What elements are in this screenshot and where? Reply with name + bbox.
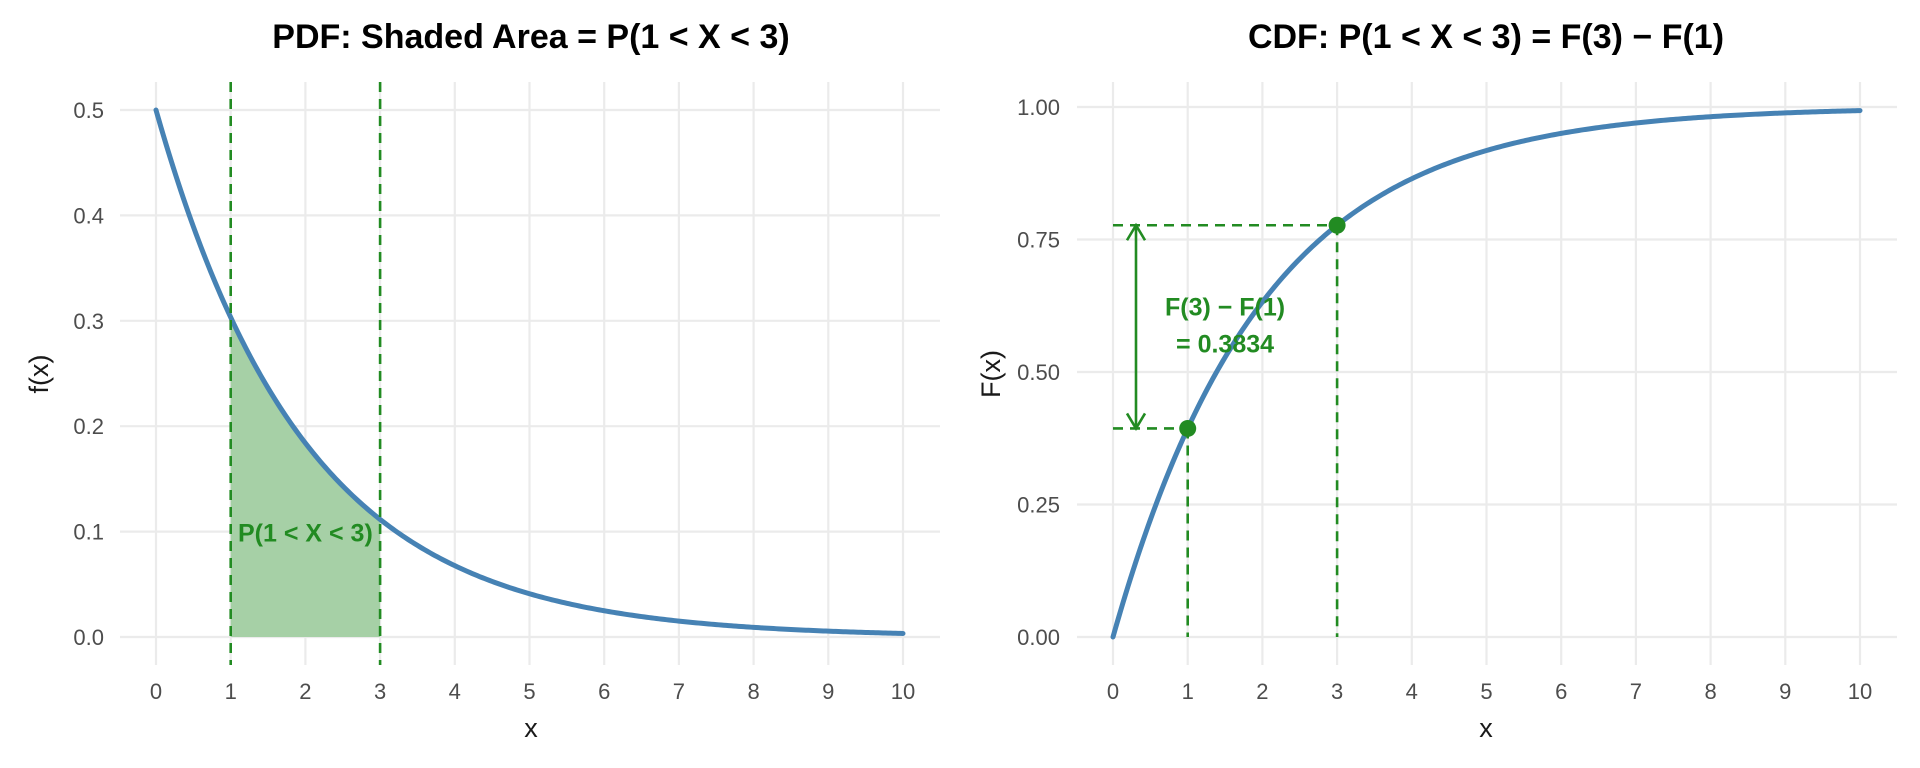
cdf-x-tick-label: 2 — [1256, 679, 1268, 704]
pdf-area-annotation: P(1 < X < 3) — [238, 519, 373, 547]
pdf-y-tick-label: 0.4 — [73, 203, 104, 228]
cdf-x-tick-label: 4 — [1406, 679, 1418, 704]
cdf-curve-layer — [1110, 108, 1863, 640]
cdf-point — [1179, 419, 1197, 437]
pdf-x-tick-label: 9 — [822, 679, 834, 704]
pdf-x-tick-label: 6 — [598, 679, 610, 704]
cdf-x-tick-label: 5 — [1480, 679, 1492, 704]
cdf-panel: 0 1 2 3 4 5 6 7 8 9 10 0.00 0.25 0.50 0.75 1.00 F(3) −… — [976, 18, 1897, 743]
pdf-x-tick-label: 0 — [150, 679, 162, 704]
cdf-y-tick-label: 0.75 — [1017, 228, 1060, 253]
pdf-shaded-area-layer — [230, 317, 381, 637]
cdf-x-tick-label: 1 — [1182, 679, 1194, 704]
pdf-x-tick-label: 8 — [747, 679, 759, 704]
pdf-x-tick-label: 7 — [673, 679, 685, 704]
cdf-difference-label: F(3) − F(1) — [1165, 294, 1285, 322]
pdf-x-tick-label: 4 — [449, 679, 461, 704]
cdf-points-layer — [1179, 216, 1346, 437]
cdf-x-tick-label: 6 — [1555, 679, 1567, 704]
pdf-x-axis-title: x — [524, 713, 538, 743]
pdf-curve-layer — [153, 107, 906, 636]
pdf-curve — [153, 107, 906, 636]
pdf-x-tick-label: 1 — [225, 679, 237, 704]
pdf-vline-layer — [229, 82, 382, 665]
cdf-y-axis-title: F(x) — [976, 350, 1006, 398]
cdf-x-tick-label: 9 — [1779, 679, 1791, 704]
cdf-curve — [1110, 108, 1863, 640]
pdf-x-tick-label: 3 — [374, 679, 386, 704]
pdf-y-tick-label: 0.5 — [73, 98, 104, 123]
pdf-y-tick-label: 0.3 — [73, 309, 104, 334]
cdf-y-tick-label: 1.00 — [1017, 95, 1060, 120]
pdf-x-tick-label: 2 — [299, 679, 311, 704]
pdf-chart-title: PDF: Shaded Area = P(1 < X < 3) — [272, 18, 789, 56]
pdf-shaded-area — [230, 317, 381, 637]
pdf-y-axis-title: f(x) — [24, 355, 54, 394]
pdf-y-tick-label: 0.1 — [73, 520, 104, 545]
cdf-x-tick-label: 3 — [1331, 679, 1343, 704]
pdf-panel: 0 1 2 3 4 5 6 7 8 9 10 0.0 0.1 0.2 0.3 0.4 0.5 P(1 < X … — [24, 18, 940, 743]
cdf-x-tick-label: 8 — [1704, 679, 1716, 704]
cdf-arrow-head-top — [1125, 222, 1147, 241]
cdf-difference-arrow-layer — [1125, 222, 1147, 431]
pdf-x-tick-labels: 0 1 2 3 4 5 6 7 8 9 10 — [150, 679, 915, 704]
cdf-y-tick-label: 0.25 — [1017, 493, 1060, 518]
pdf-y-tick-labels: 0.0 0.1 0.2 0.3 0.4 0.5 — [73, 98, 104, 650]
cdf-point — [1328, 216, 1346, 234]
pdf-x-tick-label: 5 — [523, 679, 535, 704]
cdf-x-tick-label: 0 — [1107, 679, 1119, 704]
cdf-y-tick-label: 0.00 — [1017, 625, 1060, 650]
cdf-gridlines — [1077, 82, 1897, 665]
cdf-x-axis-title: x — [1479, 713, 1493, 743]
cdf-arrow-head-bottom — [1125, 412, 1147, 431]
cdf-chart-title: CDF: P(1 < X < 3) = F(3) − F(1) — [1248, 18, 1724, 56]
pdf-y-tick-label: 0.2 — [73, 414, 104, 439]
pdf-y-tick-label: 0.0 — [73, 625, 104, 650]
cdf-guide-lines-layer — [1113, 223, 1339, 637]
cdf-x-tick-label: 7 — [1630, 679, 1642, 704]
cdf-difference-value: = 0.3834 — [1176, 331, 1274, 359]
cdf-y-tick-labels: 0.00 0.25 0.50 0.75 1.00 — [1017, 95, 1060, 650]
cdf-x-tick-labels: 0 1 2 3 4 5 6 7 8 9 10 — [1107, 679, 1872, 704]
pdf-x-tick-label: 10 — [891, 679, 915, 704]
cdf-x-tick-label: 10 — [1848, 679, 1872, 704]
cdf-y-tick-label: 0.50 — [1017, 360, 1060, 385]
